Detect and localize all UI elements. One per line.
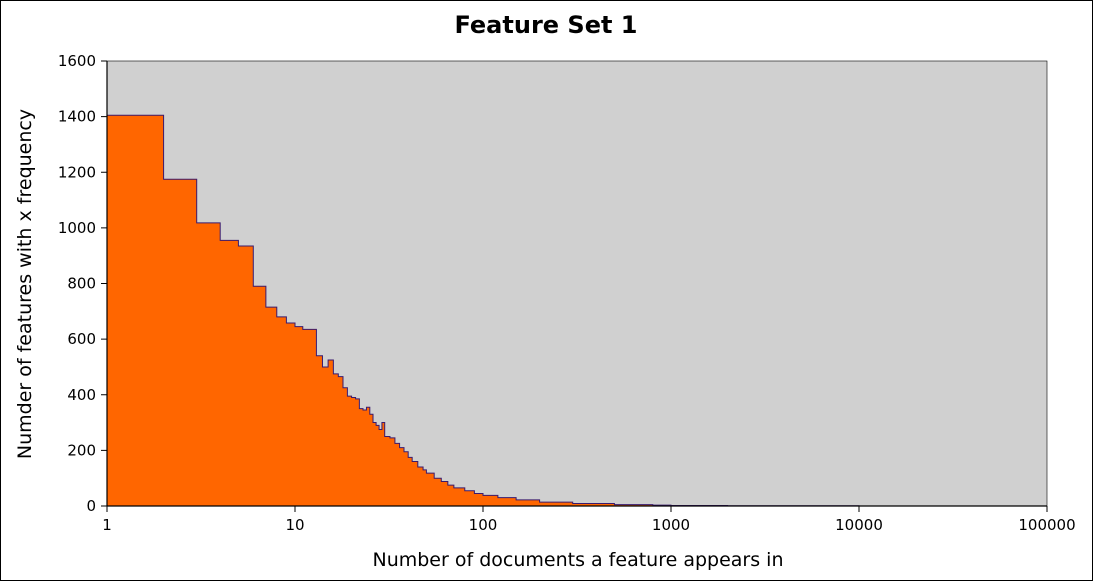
x-tick-label: 1 [102, 516, 112, 534]
x-tick-label: 10 [285, 516, 304, 534]
y-ticks: 0 200 400 600 800 1000 1200 1400 1600 [58, 52, 107, 515]
y-tick-label: 0 [86, 497, 96, 515]
series-line [107, 114, 1047, 507]
y-tick-label: 1000 [58, 219, 96, 237]
x-tick-label: 10000 [835, 516, 883, 534]
y-tick-label: 800 [67, 275, 96, 293]
y-tick-label: 200 [67, 441, 96, 459]
x-axis-label: Number of documents a feature appears in [372, 549, 783, 571]
y-tick-label: 400 [67, 386, 96, 404]
chart-title: Feature Set 1 [454, 11, 637, 39]
y-axis-label: Numder of features with x frequency [14, 109, 36, 459]
y-tick-label: 600 [67, 330, 96, 348]
x-tick-label: 100 [469, 516, 498, 534]
y-tick-label: 1200 [58, 163, 96, 181]
x-tick-label: 100000 [1018, 516, 1075, 534]
y-tick-label: 1600 [58, 52, 96, 70]
x-tick-label: 1000 [652, 516, 690, 534]
y-tick-label: 1400 [58, 108, 96, 126]
x-ticks: 1 10 100 1000 10000 100000 [102, 506, 1076, 534]
data-area [107, 115, 1047, 506]
